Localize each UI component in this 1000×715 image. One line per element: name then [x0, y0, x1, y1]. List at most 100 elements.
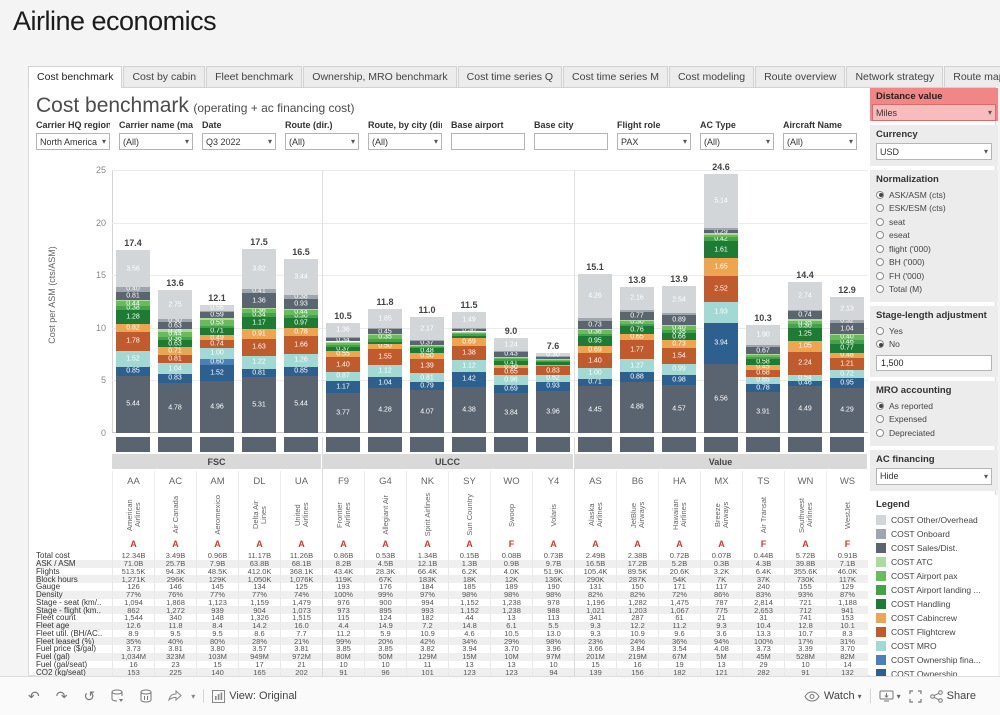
- bar-segment-cost-airport-pax[interactable]: 0.35: [788, 319, 822, 326]
- bar-segment-cost-mro[interactable]: 0.87: [326, 371, 360, 382]
- view-selector[interactable]: View: Original: [212, 689, 297, 703]
- bar-segment-cost-ownership[interactable]: 0.83: [158, 374, 192, 383]
- bar-segment-cost-handling[interactable]: 0.97: [284, 317, 318, 328]
- legend-item-cost-ownership-fina-[interactable]: COST Ownership fina...: [876, 653, 992, 667]
- table-cell[interactable]: 10: [364, 659, 406, 669]
- normalization-option-seat[interactable]: seat: [876, 215, 992, 229]
- table-cell[interactable]: 153: [826, 613, 868, 623]
- table-cell[interactable]: 1,073: [280, 605, 322, 615]
- table-cell[interactable]: 13: [490, 613, 532, 623]
- bar-segment-cost-sales-dist-[interactable]: 0.63: [158, 322, 192, 329]
- table-cell[interactable]: 5.5: [532, 621, 574, 631]
- bar-segment-cost-handling[interactable]: 0.95: [578, 336, 612, 347]
- table-cell[interactable]: 14.2: [238, 621, 280, 631]
- currency-select[interactable]: USD ▾: [876, 143, 992, 160]
- table-cell[interactable]: 103M: [196, 652, 238, 662]
- table-cell[interactable]: 132: [826, 667, 868, 677]
- table-cell[interactable]: 129M: [406, 652, 448, 662]
- table-cell[interactable]: 3.96: [532, 644, 574, 654]
- table-cell[interactable]: 98%: [532, 590, 574, 600]
- table-cell[interactable]: 39.8B: [784, 559, 826, 569]
- table-cell[interactable]: 12.1B: [406, 559, 448, 569]
- bar-segment-cost-fuel[interactable]: 5.44: [116, 375, 150, 433]
- bar-segment-cost-flightcrew[interactable]: 1.55: [368, 348, 402, 366]
- bar-segment-cost-airport-pax[interactable]: [452, 332, 486, 335]
- table-cell[interactable]: 949M: [238, 652, 280, 662]
- bar-segment-cost-airport-landing[interactable]: 0.38: [116, 305, 150, 312]
- table-cell[interactable]: 3.81: [154, 644, 196, 654]
- legend-item-cost-airport-landing-[interactable]: COST Airport landing ...: [876, 583, 992, 597]
- tab-route-overview[interactable]: Route overview: [755, 66, 846, 87]
- filter-select-carrier-name-mar-[interactable]: (All) ▾: [119, 133, 193, 150]
- table-cell[interactable]: 46.0K: [826, 566, 868, 576]
- bar-segment-cost-fuel[interactable]: 4.28: [368, 387, 402, 433]
- bar-segment-cost-ownership[interactable]: 0.95: [830, 377, 864, 388]
- table-cell[interactable]: 7K: [700, 574, 742, 584]
- bar-segment-cost-sales-dist-[interactable]: 1.04: [830, 323, 864, 335]
- table-cell[interactable]: 31%: [826, 636, 868, 646]
- table-cell[interactable]: 7.9B: [196, 559, 238, 569]
- table-cell[interactable]: 12.6: [112, 621, 154, 631]
- table-cell[interactable]: 126: [112, 582, 154, 592]
- bar-segment-cost-onboard[interactable]: 0.38: [284, 294, 318, 301]
- table-cell[interactable]: 91: [784, 667, 826, 677]
- table-cell[interactable]: 146: [154, 582, 196, 592]
- bar-segment-cost-onboard[interactable]: [704, 228, 738, 231]
- table-cell[interactable]: 12.8: [784, 621, 826, 631]
- table-cell[interactable]: 3.49B: [154, 551, 196, 561]
- table-cell[interactable]: 44: [448, 613, 490, 623]
- table-cell[interactable]: 355.6K: [784, 566, 826, 576]
- table-cell[interactable]: 77%: [196, 590, 238, 600]
- table-cell[interactable]: 5.9: [364, 628, 406, 638]
- bar-segment-cost-sales-dist-[interactable]: 0.74: [788, 311, 822, 320]
- bar-segment-cost-mro[interactable]: 1.00: [578, 368, 612, 379]
- table-cell[interactable]: 1,238: [490, 597, 532, 607]
- table-cell[interactable]: 182: [658, 667, 700, 677]
- table-cell[interactable]: 74%: [280, 590, 322, 600]
- tab-route-map[interactable]: Route map: [944, 66, 1000, 87]
- table-cell[interactable]: 67K: [364, 574, 406, 584]
- bar-segment-cost-flightcrew[interactable]: 2.52: [704, 275, 738, 303]
- bar-segment-cost-onboard[interactable]: [788, 310, 822, 312]
- table-cell[interactable]: 1.3B: [448, 559, 490, 569]
- table-cell[interactable]: 2.38B: [616, 551, 658, 561]
- bar-segment-cost-airport-landing[interactable]: [536, 360, 570, 363]
- filter-select-route-by-city-dir-[interactable]: (All) ▾: [368, 133, 442, 150]
- table-cell[interactable]: 68.1B: [280, 559, 322, 569]
- bar-segment-cost-handling[interactable]: 0.41: [494, 360, 528, 367]
- ac-financing-select[interactable]: Hide ▾: [876, 467, 992, 485]
- bar-segment-cost-fuel[interactable]: 4.88: [620, 381, 654, 433]
- table-cell[interactable]: 340: [154, 613, 196, 623]
- table-cell[interactable]: 14: [826, 659, 868, 669]
- bar-segment-cost-other-overhead[interactable]: 1.36: [326, 322, 360, 337]
- table-cell[interactable]: 67M: [658, 652, 700, 662]
- tab-cost-modeling[interactable]: Cost modeling: [668, 66, 755, 87]
- table-cell[interactable]: 20%: [364, 636, 406, 646]
- bar-segment-cost-airport-pax[interactable]: [536, 359, 570, 361]
- bar-segment-cost-fuel[interactable]: 5.44: [284, 375, 318, 433]
- bar-segment-cost-airport-landing[interactable]: 0.46: [830, 339, 864, 346]
- tab-network-strategy[interactable]: Network strategy: [846, 66, 944, 87]
- legend-item-cost-ownership[interactable]: COST Ownership: [876, 667, 992, 681]
- filter-select-flight-role[interactable]: PAX ▾: [617, 133, 691, 150]
- bar-segment-cost-atc[interactable]: [662, 324, 696, 326]
- table-cell[interactable]: 185: [448, 582, 490, 592]
- bar-segment-cost-fuel[interactable]: 4.29: [830, 387, 864, 433]
- table-cell[interactable]: 862: [112, 605, 154, 615]
- bar-segment-cost-mro[interactable]: 1.04: [158, 363, 192, 374]
- table-cell[interactable]: 13.3: [742, 628, 784, 638]
- table-cell[interactable]: 183K: [406, 574, 448, 584]
- table-cell[interactable]: 1,544: [112, 613, 154, 623]
- normalization-option-flight-000-[interactable]: flight ('000): [876, 242, 992, 256]
- table-cell[interactable]: 0.96B: [196, 551, 238, 561]
- table-cell[interactable]: 13: [448, 659, 490, 669]
- table-cell[interactable]: 7.1B: [826, 559, 868, 569]
- table-cell[interactable]: 24%: [616, 636, 658, 646]
- bar-segment-cost-onboard[interactable]: 0.40: [116, 286, 150, 293]
- table-cell[interactable]: 4.0K: [490, 566, 532, 576]
- bar-segment-cost-onboard[interactable]: 0.41: [242, 288, 276, 295]
- table-cell[interactable]: 54K: [658, 574, 700, 584]
- table-cell[interactable]: 82%: [616, 590, 658, 600]
- bar-segment-cost-atc[interactable]: [284, 308, 318, 310]
- bar-segment-cost-cabincrew[interactable]: 0.69: [452, 338, 486, 346]
